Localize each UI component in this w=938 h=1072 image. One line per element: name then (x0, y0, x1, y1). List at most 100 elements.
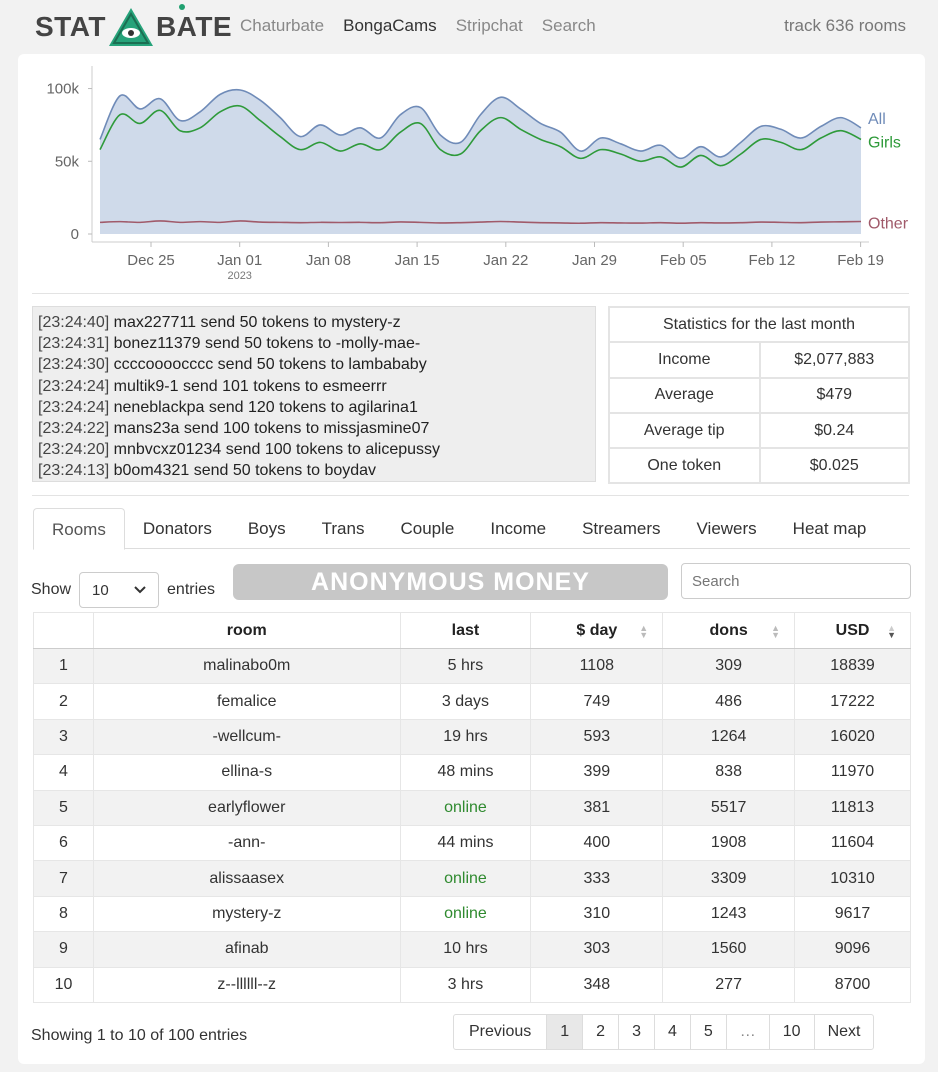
day-cell: 400 (530, 824, 664, 862)
rank-cell: 9 (33, 931, 94, 968)
feed-line: [23:24:22] mans23a send 100 tokens to mi… (38, 418, 590, 439)
stats-title: Statistics for the last month (608, 305, 910, 344)
next-button[interactable]: Next (813, 1015, 874, 1049)
day-cell: 303 (530, 931, 664, 968)
ad-banner[interactable]: ANONYMOUS MONEY (233, 564, 668, 600)
feed-text: multik9-1 send 101 tokens to esmeerrr (113, 377, 387, 395)
room-cell[interactable]: femalice (92, 683, 401, 720)
tab-streamers[interactable]: Streamers (582, 519, 661, 538)
room-cell[interactable]: z--llllll--z (92, 966, 401, 1003)
tab-donators[interactable]: Donators (142, 519, 212, 538)
dons-cell: 277 (662, 966, 796, 1003)
table-row[interactable]: 3 -wellcum- 19 hrs 593 1264 16020 (33, 718, 911, 756)
page-button[interactable]: 3 (618, 1015, 654, 1049)
table-row[interactable]: 4 ellina-s 48 mins 399 838 11970 (33, 754, 911, 791)
rooms-table: room last $ day ▲ ▼ dons ▲ ▼ USD ▲ ▼ 1 malinabo0m 5 … (33, 612, 911, 1003)
tab-rooms[interactable]: Rooms (33, 508, 125, 550)
last-cell: 5 hrs (399, 647, 532, 685)
feed-time: [23:24:20] (38, 441, 110, 459)
stats-value: $479 (758, 376, 911, 414)
nav-link[interactable]: Chaturbate (240, 16, 325, 35)
dons-cell: 1560 (662, 931, 796, 968)
room-cell[interactable]: ellina-s (92, 754, 401, 791)
dons-cell: 1264 (662, 718, 796, 756)
series-area (100, 89, 861, 235)
tab-trans[interactable]: Trans (321, 519, 365, 538)
previous-button[interactable]: Previous (469, 1023, 532, 1040)
nav-link[interactable]: BongaCams (343, 16, 437, 35)
room-cell[interactable]: alissaasex (92, 860, 401, 897)
column-header[interactable]: dons ▲ ▼ (662, 612, 796, 649)
usd-cell: 9617 (794, 895, 911, 933)
entries-select[interactable]: 10 (79, 572, 160, 608)
table-row[interactable]: 8 mystery-z online 310 1243 9617 (33, 895, 911, 933)
feed-time: [23:24:24] (38, 377, 110, 395)
feed-time: [23:24:24] (38, 398, 110, 416)
room-cell[interactable]: -ann- (92, 824, 401, 862)
last-cell: 44 mins (399, 824, 532, 862)
x-tick-label: Jan 22 (483, 252, 528, 269)
feed-time: [23:24:13] (38, 462, 110, 480)
table-row[interactable]: 1 malinabo0m 5 hrs 1108 309 18839 (33, 647, 911, 685)
dons-cell: 1243 (662, 895, 796, 933)
tab-boys[interactable]: Boys (247, 519, 286, 538)
dons-cell: 309 (662, 647, 796, 685)
nav-link[interactable]: Stripchat (455, 16, 523, 35)
nav-link[interactable]: Search (541, 16, 596, 35)
page-button[interactable]: 1 (546, 1015, 583, 1049)
column-header-label: dons (709, 621, 748, 639)
tab-income[interactable]: Income (490, 519, 547, 538)
usd-cell: 11813 (794, 789, 911, 826)
feed-time: [23:24:22] (38, 420, 110, 438)
tab-heat-map[interactable]: Heat map (792, 519, 867, 538)
tab-viewers[interactable]: Viewers (696, 519, 757, 538)
column-header[interactable]: room (92, 612, 401, 649)
table-info: Showing 1 to 10 of 100 entries (31, 1027, 248, 1044)
feed-line: [23:24:24] multik9-1 send 101 tokens to … (38, 376, 590, 397)
rank-cell: 6 (33, 824, 94, 862)
table-row[interactable]: 2 femalice 3 days 749 486 17222 (33, 683, 911, 720)
room-cell[interactable]: mystery-z (92, 895, 401, 933)
usd-cell: 10310 (794, 860, 911, 897)
column-header-label: room (226, 621, 267, 639)
page-button[interactable]: 10 (768, 1015, 814, 1049)
table-row[interactable]: 6 -ann- 44 mins 400 1908 11604 (33, 824, 911, 862)
usd-cell: 18839 (794, 647, 911, 685)
tab-bar: Rooms Donators Boys Trans Couple Income Stream… (33, 508, 910, 550)
room-cell[interactable]: afinab (92, 931, 401, 968)
column-header[interactable]: $ day ▲ ▼ (530, 612, 664, 649)
room-cell[interactable]: malinabo0m (92, 647, 401, 685)
table-row[interactable]: 7 alissaasex online 333 3309 10310 (33, 860, 911, 897)
eye-triangle-icon (108, 8, 153, 46)
column-header[interactable]: last (399, 612, 532, 649)
x-tick-sublabel: 2023 (227, 270, 251, 282)
feed-line: [23:24:24] neneblackpa send 120 tokens t… (38, 397, 590, 418)
page-button[interactable]: 5 (689, 1015, 726, 1049)
column-header[interactable]: USD ▲ ▼ (794, 612, 911, 649)
dons-cell: 486 (662, 683, 796, 720)
page-button[interactable]: 2 (582, 1015, 618, 1049)
stats-value: $0.24 (758, 411, 911, 450)
pagination-ellipsis: … (725, 1015, 769, 1049)
stats-value: $2,077,883 (758, 341, 911, 379)
dons-cell: 1908 (662, 824, 796, 862)
table-row[interactable]: 10 z--llllll--z 3 hrs 348 277 8700 (33, 966, 911, 1003)
feed-time: [23:24:40] (38, 314, 110, 331)
feed-text: bonez11379 send 50 tokens to -molly-mae- (113, 335, 421, 353)
feed-line: [23:24:40] max227711 send 50 tokens to m… (38, 312, 590, 333)
logo[interactable]: STAT BATE (35, 6, 232, 48)
table-row[interactable]: 5 earlyflower online 381 5517 11813 (33, 789, 911, 826)
table-row[interactable]: 9 afinab 10 hrs 303 1560 9096 (33, 931, 911, 968)
day-cell: 399 (530, 754, 664, 791)
tab-couple[interactable]: Couple (400, 519, 455, 538)
room-cell[interactable]: -wellcum- (92, 718, 401, 756)
search-input[interactable] (681, 563, 911, 599)
main-card: 100k 50k 0 Dec 25 Jan 01 Jan 08 Jan 15 Jan 22 Ja… (18, 54, 925, 1064)
room-cell[interactable]: earlyflower (92, 789, 401, 826)
feed-text: mans23a send 100 tokens to missjasmine07 (113, 420, 430, 438)
legend-label: Girls (868, 134, 901, 151)
x-tick-label: Jan 15 (395, 252, 440, 269)
usd-cell: 9096 (794, 931, 911, 968)
page-button[interactable]: 4 (653, 1015, 690, 1049)
feed-time: [23:24:30] (38, 356, 110, 374)
